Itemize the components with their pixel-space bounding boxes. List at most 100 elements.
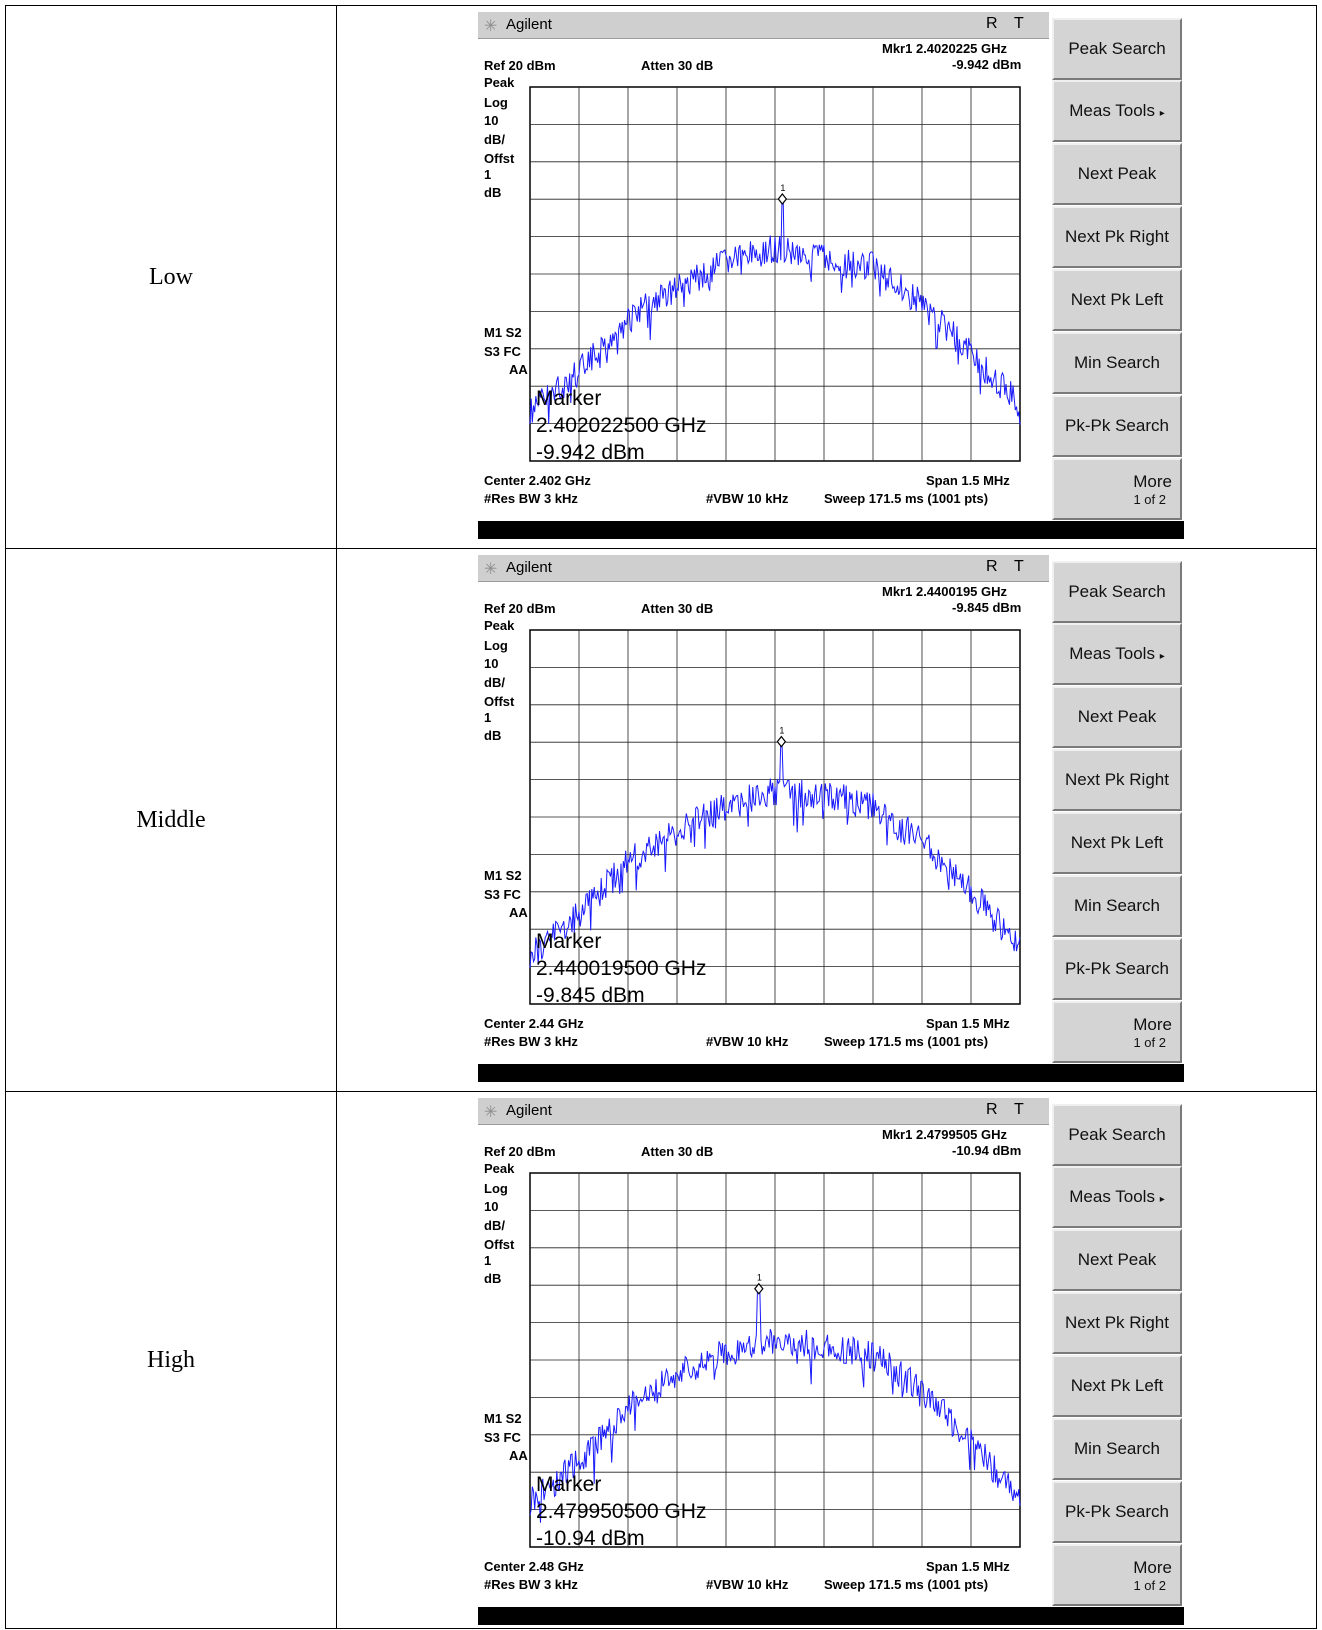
trace-mode-label: S3 FC <box>484 1430 521 1445</box>
scale-value-label: 10 <box>484 1199 499 1214</box>
softkey-label: Meas Tools <box>1069 1187 1155 1206</box>
trace-display: Mkr1 2.4400195 GHz -9.845 dBm Ref 20 dBm… <box>478 582 1049 1064</box>
span: Span 1.5 MHz <box>926 1559 1010 1574</box>
screenshot-cell: ✳ Agilent R T Mkr1 2.4799505 GHz -10.94 … <box>336 1091 1317 1629</box>
scale-type-label: Log <box>484 638 508 653</box>
marker-annotation-title: Marker <box>536 387 601 410</box>
detector-label: Peak <box>484 1161 515 1176</box>
next-pk-right-button[interactable]: Next Pk Right <box>1052 1292 1182 1354</box>
next-peak-button[interactable]: Next Peak <box>1052 143 1182 205</box>
spectrum-analyzer-screen: ✳ Agilent R T Mkr1 2.4799505 GHz -10.94 … <box>478 1098 1184 1625</box>
trace-display: Mkr1 2.4799505 GHz -10.94 dBm Ref 20 dBm… <box>478 1125 1049 1607</box>
status-bar <box>478 1064 1184 1082</box>
softkey-panel: Peak Search Meas Tools ▸ Next Peak Next … <box>1050 555 1184 1064</box>
min-search-button[interactable]: Min Search <box>1052 1418 1182 1480</box>
trace-mode-label: S3 FC <box>484 344 521 359</box>
marker-annotation-amplitude: -9.942 dBm <box>536 441 645 464</box>
detector-label: Peak <box>484 75 515 90</box>
next-pk-left-button[interactable]: Next Pk Left <box>1052 269 1182 331</box>
status-r: R <box>986 558 998 575</box>
span: Span 1.5 MHz <box>926 473 1010 488</box>
meas-tools-button[interactable]: Meas Tools ▸ <box>1052 623 1182 685</box>
detector-label: Peak <box>484 618 515 633</box>
row-label: High <box>5 1091 337 1629</box>
offset-value-label: 1 <box>484 1253 492 1268</box>
softkey-label: Peak Search <box>1068 1125 1166 1144</box>
agilent-logo-icon: ✳ <box>484 561 498 578</box>
peak-search-button[interactable]: Peak Search <box>1052 561 1182 623</box>
next-peak-button[interactable]: Next Peak <box>1052 686 1182 748</box>
softkey-label: Meas Tools <box>1069 101 1155 120</box>
video-bandwidth: #VBW 10 kHz <box>706 1577 789 1592</box>
more-button[interactable]: More 1 of 2 <box>1052 1544 1182 1606</box>
scale-type-label: Log <box>484 1181 508 1196</box>
min-search-button[interactable]: Min Search <box>1052 332 1182 394</box>
spectrum-analyzer-screen: ✳ Agilent R T Mkr1 2.4020225 GHz -9.942 … <box>478 12 1184 539</box>
scale-unit-label: dB/ <box>484 132 505 147</box>
brand-name: Agilent <box>506 16 552 33</box>
marker-frequency-readout: Mkr1 2.4020225 GHz <box>882 41 1008 56</box>
video-bandwidth: #VBW 10 kHz <box>706 491 789 506</box>
sweep-time: Sweep 171.5 ms (1001 pts) <box>824 1577 989 1592</box>
submenu-arrow-icon: ▸ <box>1159 1194 1165 1205</box>
more-page-label: 1 of 2 <box>1133 492 1166 507</box>
next-peak-button[interactable]: Next Peak <box>1052 1229 1182 1291</box>
softkey-panel: Peak Search Meas Tools ▸ Next Peak Next … <box>1050 1098 1184 1607</box>
softkey-label: Peak Search <box>1068 582 1166 601</box>
softkey-label: Next Pk Right <box>1065 1313 1169 1332</box>
center-frequency: Center 2.402 GHz <box>484 473 591 488</box>
scale-value-label: 10 <box>484 656 499 671</box>
min-search-button[interactable]: Min Search <box>1052 875 1182 937</box>
meas-tools-button[interactable]: Meas Tools ▸ <box>1052 80 1182 142</box>
table-row: Middle ✳ Agilent R T Mkr1 2.4400195 GHz … <box>5 548 1317 1092</box>
sweep-time: Sweep 171.5 ms (1001 pts) <box>824 491 989 506</box>
resolution-bandwidth: #Res BW 3 kHz <box>484 1577 578 1592</box>
scale-unit-label: dB/ <box>484 675 505 690</box>
trace-mode-label: M1 S2 <box>484 868 522 883</box>
marker-frequency-readout: Mkr1 2.4799505 GHz <box>882 1127 1008 1142</box>
next-pk-left-button[interactable]: Next Pk Left <box>1052 812 1182 874</box>
agilent-logo-icon: ✳ <box>484 18 498 35</box>
spectrum-trace <box>529 1288 1021 1523</box>
video-bandwidth: #VBW 10 kHz <box>706 1034 789 1049</box>
center-frequency: Center 2.48 GHz <box>484 1559 584 1574</box>
next-pk-right-button[interactable]: Next Pk Right <box>1052 749 1182 811</box>
offset-label: Offst <box>484 694 515 709</box>
status-t: T <box>1014 558 1024 575</box>
span: Span 1.5 MHz <box>926 1016 1010 1031</box>
meas-tools-button[interactable]: Meas Tools ▸ <box>1052 1166 1182 1228</box>
pk-pk-search-button[interactable]: Pk-Pk Search <box>1052 1481 1182 1543</box>
screenshot-cell: ✳ Agilent R T Mkr1 2.4400195 GHz -9.845 … <box>336 548 1317 1092</box>
center-frequency: Center 2.44 GHz <box>484 1016 584 1031</box>
reference-level: Ref 20 dBm <box>484 58 556 73</box>
marker-annotation-amplitude: -9.845 dBm <box>536 984 645 1007</box>
screenshot-cell: ✳ Agilent R T Mkr1 2.4020225 GHz -9.942 … <box>336 5 1317 549</box>
spectrum-plot: 1 Marker 2.402022500 GHz -9.942 dBm <box>529 86 1021 464</box>
offset-value-label: 1 <box>484 167 492 182</box>
scale-type-label: Log <box>484 95 508 110</box>
trace-mode-label: M1 S2 <box>484 1411 522 1426</box>
spectrum-trace <box>529 198 1021 425</box>
more-button[interactable]: More 1 of 2 <box>1052 1001 1182 1063</box>
softkey-label: Next Pk Right <box>1065 770 1169 789</box>
peak-marker <box>776 735 787 748</box>
peak-search-button[interactable]: Peak Search <box>1052 18 1182 80</box>
marker-frequency-readout: Mkr1 2.4400195 GHz <box>882 584 1008 599</box>
pk-pk-search-button[interactable]: Pk-Pk Search <box>1052 395 1182 457</box>
peak-search-button[interactable]: Peak Search <box>1052 1104 1182 1166</box>
trace-display: Mkr1 2.4020225 GHz -9.942 dBm Ref 20 dBm… <box>478 39 1049 521</box>
pk-pk-search-button[interactable]: Pk-Pk Search <box>1052 938 1182 1000</box>
spectrum-trace <box>529 741 1021 968</box>
scale-value-label: 10 <box>484 113 499 128</box>
marker-number-label: 1 <box>780 183 785 193</box>
attenuation: Atten 30 dB <box>641 58 714 73</box>
brand-name: Agilent <box>506 1102 552 1119</box>
status-r: R <box>986 1101 998 1118</box>
submenu-arrow-icon: ▸ <box>1159 108 1165 119</box>
offset-label: Offst <box>484 1237 515 1252</box>
offset-label: Offst <box>484 151 515 166</box>
next-pk-left-button[interactable]: Next Pk Left <box>1052 1355 1182 1417</box>
next-pk-right-button[interactable]: Next Pk Right <box>1052 206 1182 268</box>
more-page-label: 1 of 2 <box>1133 1578 1166 1593</box>
more-button[interactable]: More 1 of 2 <box>1052 458 1182 520</box>
